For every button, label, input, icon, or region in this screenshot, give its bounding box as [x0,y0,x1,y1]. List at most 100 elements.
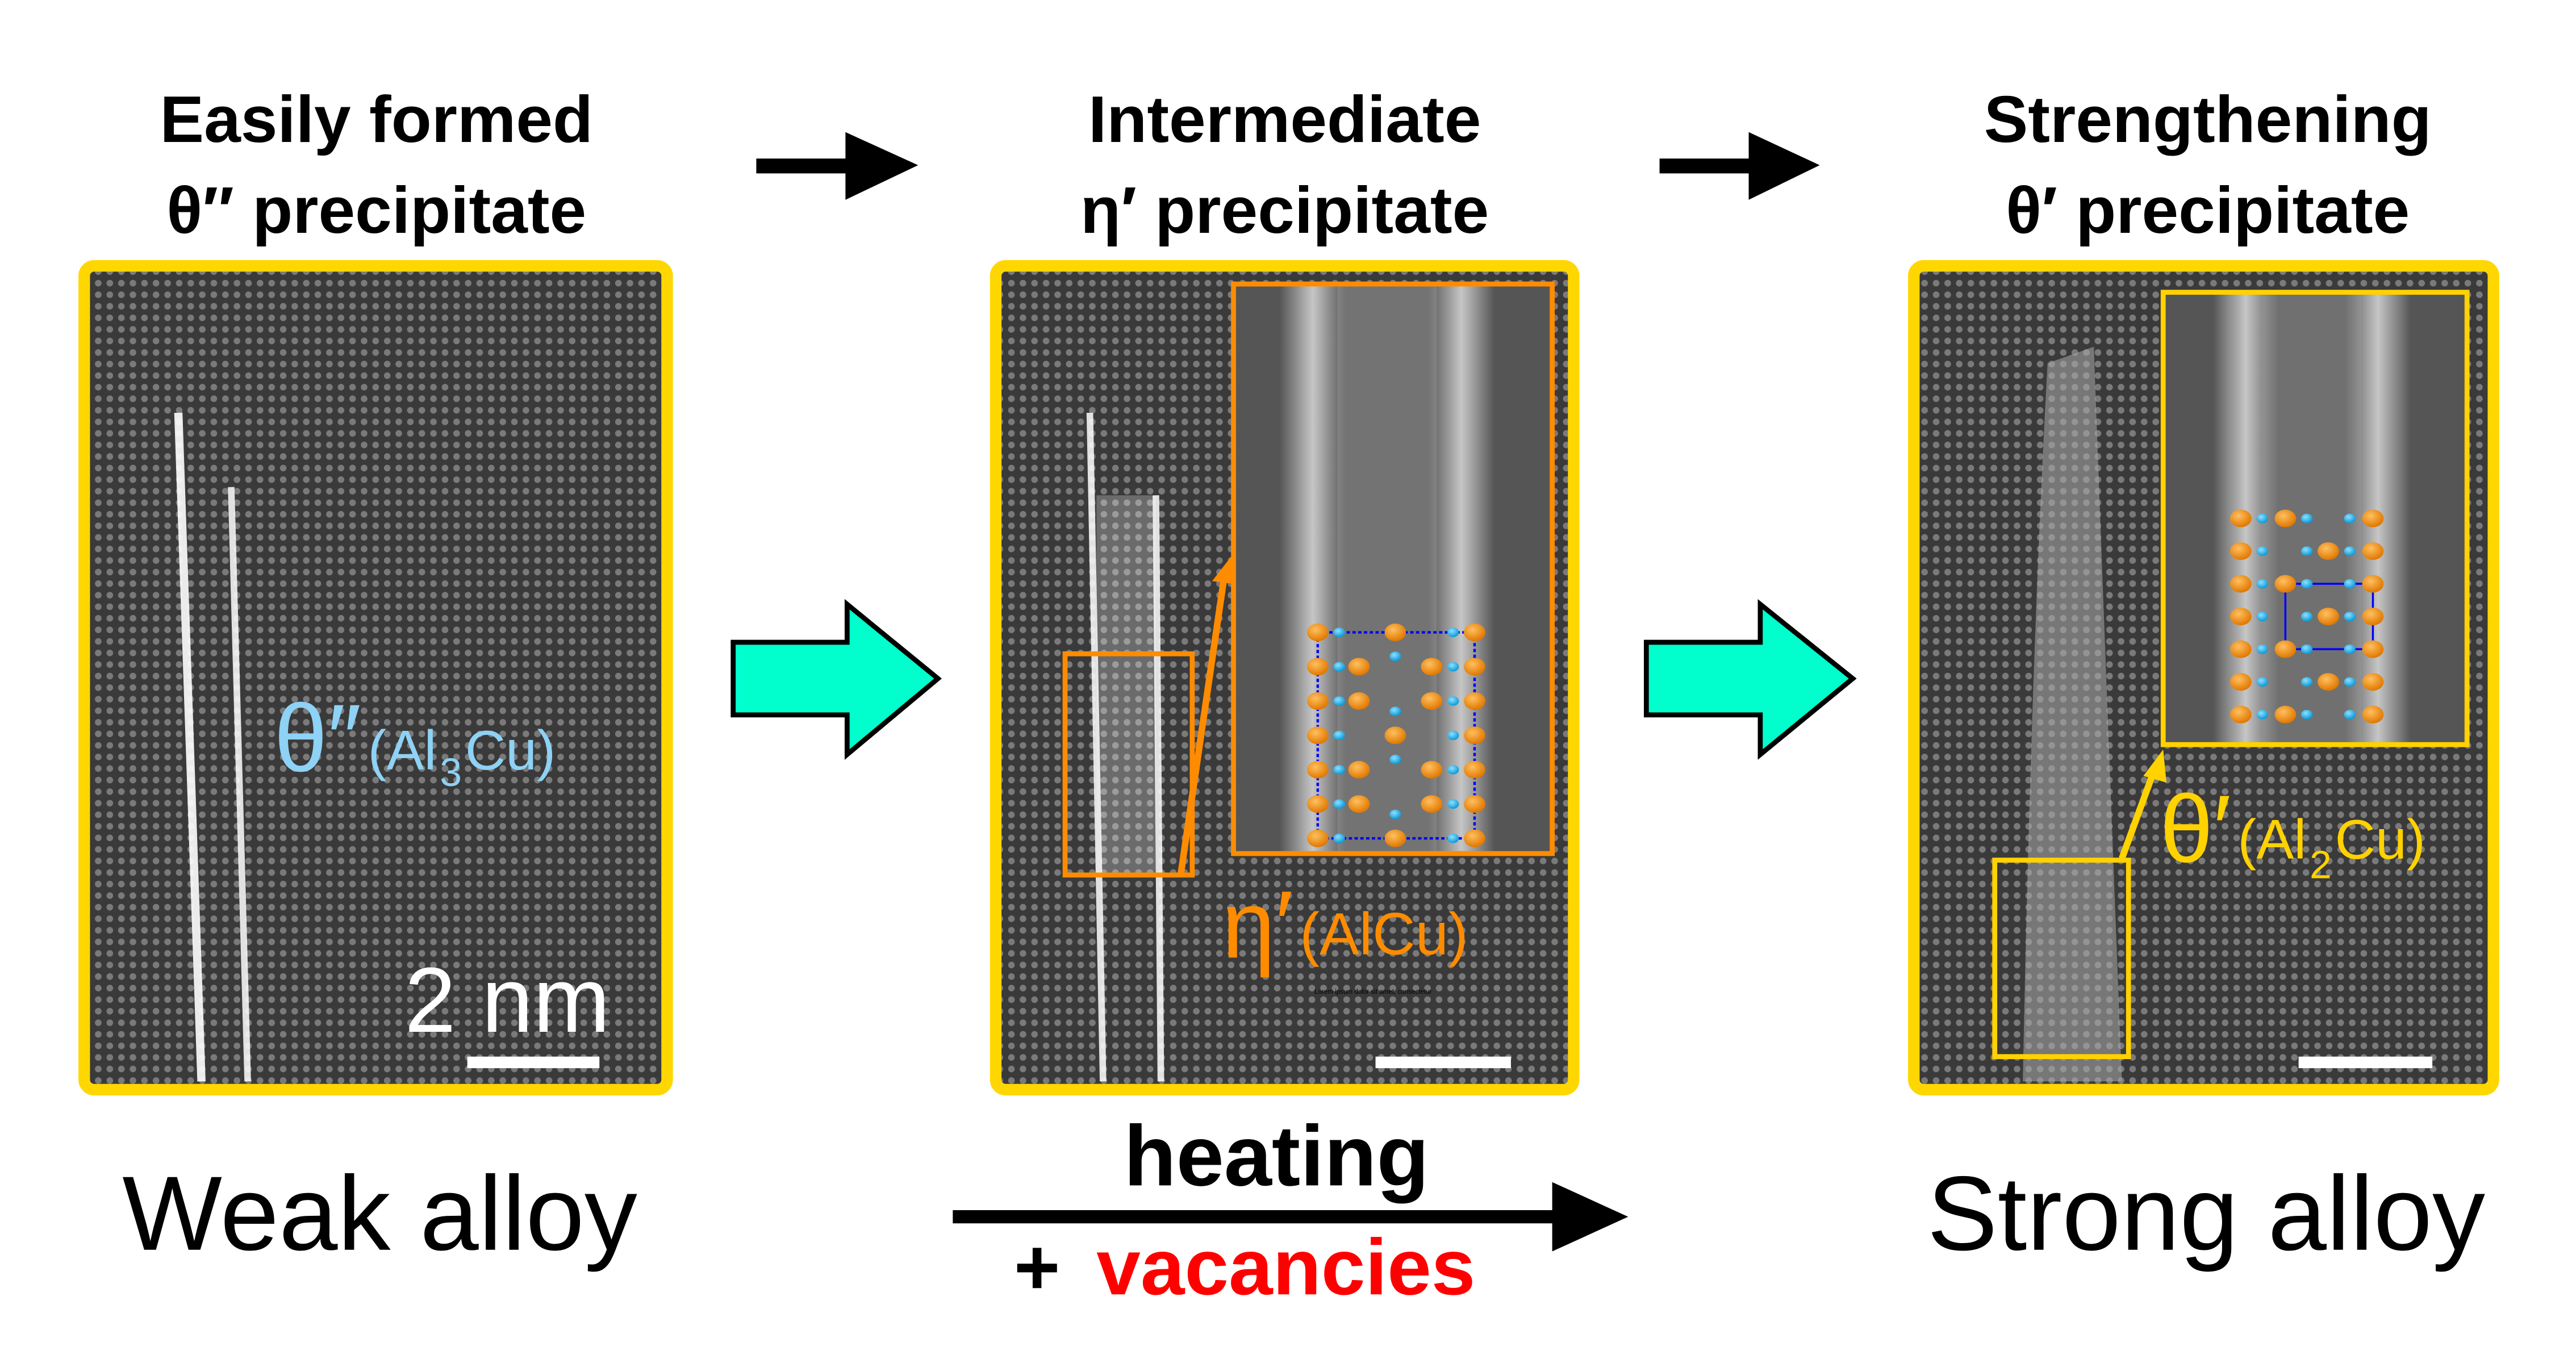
stage-3-title-line1: Strengthening [1984,82,2432,156]
cu-atom [1306,692,1329,710]
zoom-arrow-line [2119,771,2157,860]
transition-arrow-2-icon [1643,599,1857,760]
al-atom [1389,754,1401,764]
al-atom [2256,579,2268,589]
zoom-arrow-head-icon [2143,749,2167,783]
region-of-interest-box [1992,857,2131,1059]
phase-symbol: η′ [1222,871,1293,978]
cu-atom [2362,542,2384,560]
cu-atom [2230,542,2252,560]
al-atom [1333,662,1345,672]
cu-atom [2274,575,2297,593]
cu-atom [1421,760,1443,779]
magnified-inset [1231,281,1555,856]
panel-frame [78,260,673,1095]
cu-atom [1306,829,1329,847]
al-atom [2256,709,2268,720]
cu-atom [2274,640,2297,658]
stem-image-panel-2: η′ (AlCu) Lorem ipsum dolor sit amet, co… [990,260,1580,1095]
magnified-inset [2160,290,2470,747]
al-atom [2256,513,2268,524]
al-atom [2344,579,2356,589]
formula-open: (Al [2237,808,2306,871]
vacancies-label: vacancies [1096,1223,1475,1311]
cu-atom [2274,705,2297,723]
zoom-arrow-line [1177,569,1229,876]
cu-atom [2318,608,2339,626]
cu-atom [1464,829,1485,847]
cu-atom [1421,795,1443,813]
cu-atom [2230,640,2252,658]
cu-atom [2230,608,2252,626]
formula-close: Cu) [465,719,556,781]
cu-atom [1464,658,1485,676]
process-arrow-icon [953,1182,1629,1252]
scale-bar [467,1056,600,1068]
cu-atom [2362,608,2384,626]
phase-label-theta-double-prime: θ″ (Al 3 Cu) [274,684,556,794]
scale-bar-label: 2 nm [404,949,610,1052]
scale-bar [2298,1056,2433,1068]
stage-2-title: Intermediate η′ precipitate [1080,82,1489,247]
cu-atom [2318,673,2339,691]
cu-atom [2230,673,2252,691]
stage-1-title-line2: θ″ precipitate [166,173,586,247]
cu-atom [1306,760,1329,779]
strong-alloy-label: Strong alloy [1927,1155,2485,1273]
cu-atom [1306,795,1329,813]
phase-label-theta-prime: θ′ (Al 2 Cu) [2160,775,2425,887]
region-of-interest-box [1062,651,1195,878]
al-atom [1447,765,1459,775]
cu-atom [1464,760,1485,779]
stage-2-title-line2: η′ precipitate [1080,173,1489,247]
cu-atom [1348,795,1370,813]
formula-close: Cu) [2335,808,2425,871]
precipitate-line [1153,495,1164,1082]
cu-atom [1464,726,1485,744]
phase-label-eta-prime: η′ (AlCu) [1222,871,1468,978]
al-atom [1389,706,1401,716]
hidden-placeholder-text: Lorem ipsum dolor sit amet, consectetur [1314,988,1432,995]
inset-frame [1231,281,1555,856]
stem-image-panel-3: θ′ (Al 2 Cu) [1908,260,2499,1095]
title-arrow-1-icon [756,132,918,200]
atomic-model-theta-prime [2230,509,2384,723]
unit-cell-outline [1316,631,1476,840]
formula-open: (Al [368,719,437,781]
al-atom [2301,612,2313,621]
plus-sign: + [1014,1223,1060,1311]
al-atom [1389,651,1401,662]
al-atom [2344,677,2356,687]
cu-atom [1306,658,1329,676]
al-atom [1333,628,1345,637]
stage-2-title-line1: Intermediate [1088,82,1481,156]
al-atom [2344,709,2356,720]
stage-3-title-line2: θ′ precipitate [2006,173,2410,247]
cu-atom [2362,575,2384,593]
cu-atom [1348,658,1370,676]
inset-frame [2160,290,2470,747]
atomic-model-eta-prime [1306,624,1485,847]
precipitate-line [228,487,251,1082]
cu-atom [1384,726,1406,744]
cu-atom [2362,509,2384,528]
cu-atom [2274,509,2297,528]
al-atom [2256,677,2268,687]
cu-atom [2230,509,2252,528]
cu-atom [2230,575,2252,593]
al-atom [2344,546,2356,556]
al-atom [1447,833,1459,843]
title-arrow-2-icon [1659,132,1820,200]
al-atom [2301,546,2313,556]
weak-alloy-label: Weak alloy [122,1155,637,1273]
cu-atom [2362,673,2384,691]
transition-arrow-1-icon [730,599,942,760]
al-atom [2301,644,2313,654]
al-atom [1447,628,1459,637]
phase-symbol: θ″ [274,684,361,792]
cu-atom [2362,705,2384,723]
al-atom [1447,696,1459,706]
cu-atom [1348,692,1370,710]
stage-3-title: Strengthening θ′ precipitate [1984,82,2432,247]
